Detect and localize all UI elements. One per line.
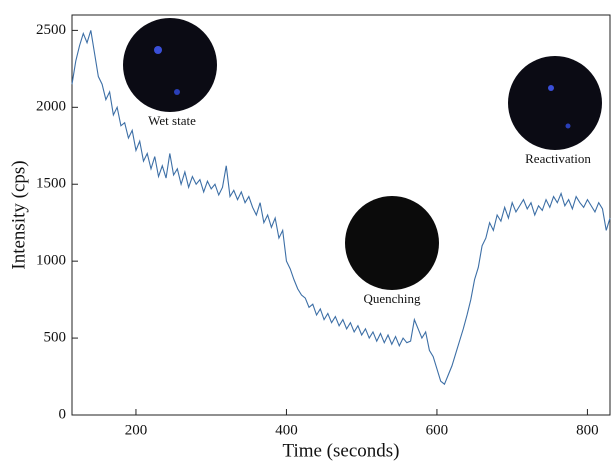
annotation: Quenching <box>363 291 421 306</box>
sample-spot <box>565 123 571 129</box>
x-tick-label: 400 <box>275 422 298 438</box>
data-line <box>71 30 611 386</box>
x-tick-label: 800 <box>576 422 599 438</box>
sample-image <box>345 196 439 290</box>
x-tick-label: 600 <box>426 422 449 438</box>
sample-spot <box>154 46 162 54</box>
sample-spot <box>548 85 554 91</box>
annotation: Wet state <box>148 113 196 128</box>
x-axis-title: Time (seconds) <box>283 440 400 461</box>
sample-image <box>508 56 602 150</box>
plot-frame <box>71 14 611 416</box>
y-tick-label: 2000 <box>36 99 66 115</box>
y-axis-title: Intensity (cps) <box>8 160 29 269</box>
x-tick-label: 200 <box>125 422 148 438</box>
y-tick-label: 500 <box>44 330 67 346</box>
y-tick-label: 1000 <box>36 253 66 269</box>
y-tick-label: 2500 <box>36 22 66 38</box>
sample-spot <box>174 89 180 95</box>
annotation: Reactivation <box>525 151 591 166</box>
y-tick-label: 0 <box>59 406 67 422</box>
sample-image <box>123 18 217 112</box>
y-tick-label: 1500 <box>36 176 66 192</box>
